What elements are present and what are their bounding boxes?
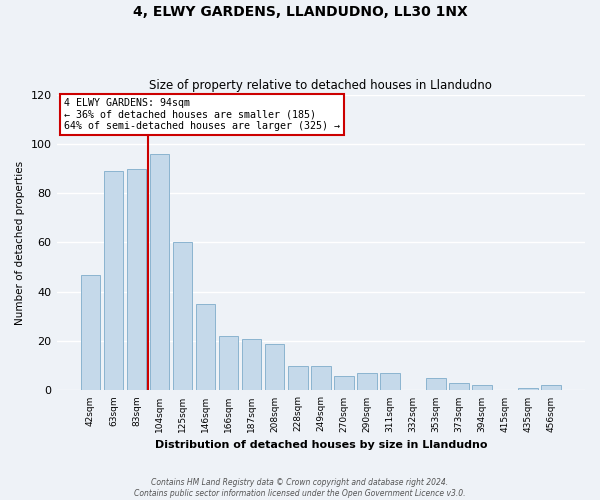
Bar [104,171,123,390]
Bar [426,378,446,390]
Bar [219,336,238,390]
Y-axis label: Number of detached properties: Number of detached properties [15,160,25,324]
Text: Contains HM Land Registry data © Crown copyright and database right 2024.
Contai: Contains HM Land Registry data © Crown c… [134,478,466,498]
Text: 4 ELWY GARDENS: 94sqm
← 36% of detached houses are smaller (185)
64% of semi-det: 4 ELWY GARDENS: 94sqm ← 36% of detached … [64,98,340,130]
Bar [518,388,538,390]
Bar [380,373,400,390]
Title: Size of property relative to detached houses in Llandudno: Size of property relative to detached ho… [149,79,492,92]
Bar [334,376,353,390]
Bar [449,383,469,390]
Bar [196,304,215,390]
Bar [80,274,100,390]
Bar [541,386,561,390]
Bar [242,338,262,390]
Bar [357,373,377,390]
X-axis label: Distribution of detached houses by size in Llandudno: Distribution of detached houses by size … [155,440,487,450]
Text: 4, ELWY GARDENS, LLANDUDNO, LL30 1NX: 4, ELWY GARDENS, LLANDUDNO, LL30 1NX [133,5,467,19]
Bar [173,242,193,390]
Bar [127,168,146,390]
Bar [265,344,284,390]
Bar [472,386,492,390]
Bar [311,366,331,390]
Bar [149,154,169,390]
Bar [288,366,308,390]
